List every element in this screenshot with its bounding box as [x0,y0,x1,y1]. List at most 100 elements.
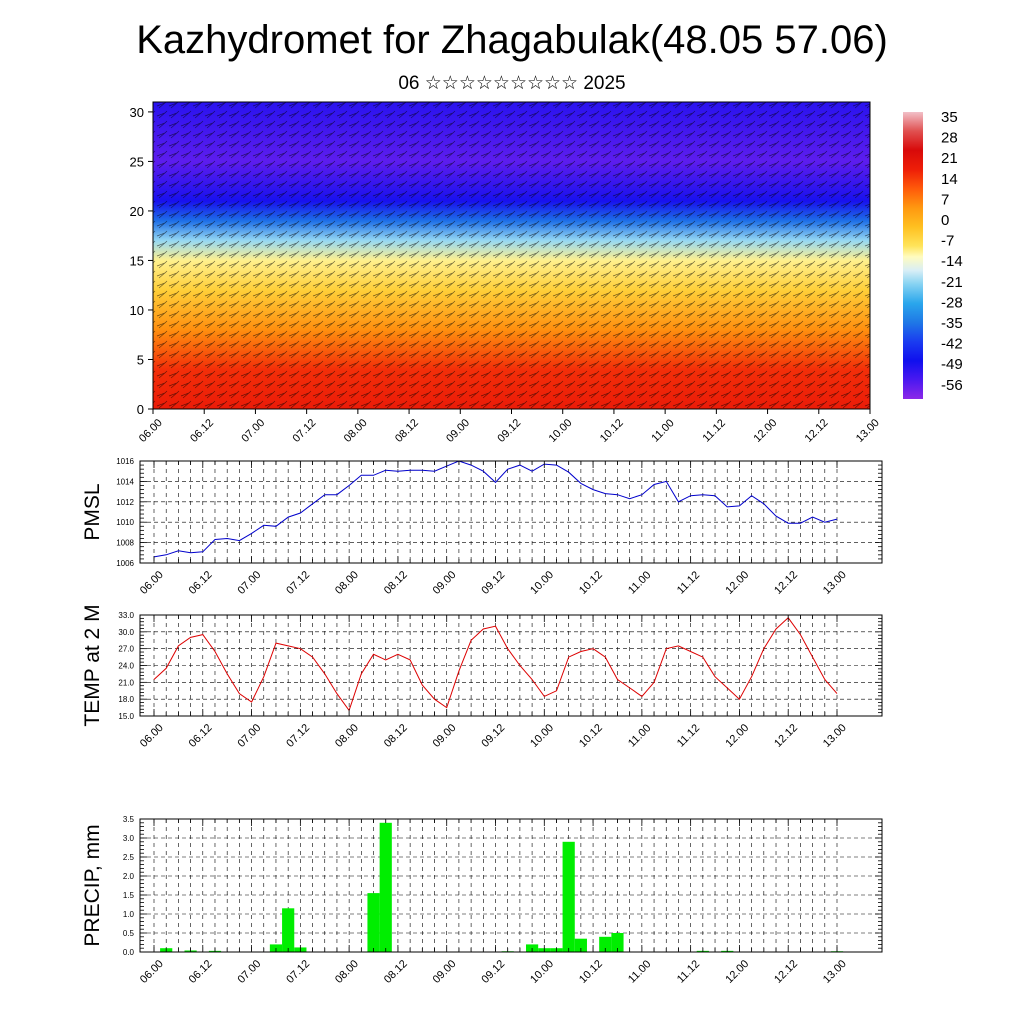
pmsl-line [153,460,838,558]
heatmap-x-tick-label: 09.00 [444,417,472,445]
x-tick-label: 12.00 [723,958,751,986]
heatmap-y-tick-label: 10 [130,303,144,318]
precip-y-tick-label: 0.5 [123,929,135,938]
precip-y-tick-label: 1.5 [123,891,135,900]
x-tick-label: 08.12 [382,722,410,750]
heatmap-x-tick-label: 13.00 [854,417,882,445]
heatmap-x-tick-label: 11.00 [649,417,676,444]
heatmap-x-tick-label: 07.12 [291,417,319,445]
x-tick-label: 06.12 [187,722,215,750]
colorbar-gradient [903,112,923,399]
x-tick-label: 06.00 [138,958,166,986]
precip-y-tick-label: 2.5 [123,853,135,862]
precip-y-tick-label: 0.0 [123,948,135,957]
precip-axis-label: PRECIP, mm [81,824,104,946]
x-tick-label: 10.12 [577,958,605,986]
x-tick-label: 08.12 [382,958,410,986]
pmsl-y-tick-label: 1006 [116,559,134,568]
heatmap-x-tick-label: 12.00 [751,417,779,445]
x-tick-label: 08.00 [333,569,361,597]
x-tick-label: 06.12 [187,958,215,986]
wind-barbs-overlay [153,102,870,409]
x-tick-label: 11.00 [626,722,653,749]
colorbar-label: -42 [941,336,963,353]
heatmap-y-tick-label: 30 [130,105,144,120]
x-tick-label: 08.00 [333,722,361,750]
x-tick-label: 09.00 [431,722,459,750]
precip-y-tick-label: 1.0 [123,910,135,919]
x-tick-label: 09.00 [431,569,459,597]
pmsl-axis-label: PMSL [81,483,104,540]
temp-axis-label: TEMP at 2 M [81,604,104,726]
heatmap-y-axis: 0 5 10 15 20 25 30 [130,105,153,417]
x-tick-label: 13.00 [821,569,849,597]
temp-2m-line [153,617,838,712]
pmsl-y-tick-label: 1008 [116,539,134,548]
x-tick-label: 11.12 [675,569,702,596]
x-tick-label: 12.12 [772,958,800,986]
heatmap-x-tick-label: 11.12 [701,417,728,444]
precip-bar [562,841,575,952]
temp-2m-y-tick-label: 18.0 [118,695,134,704]
temp-2m-y-tick-label: 27.0 [118,645,134,654]
x-tick-label: 07.12 [284,569,312,597]
heatmap-x-axis: 06.00 06.12 07.00 07.12 08.00 08.12 09.00 09.12… [137,409,882,445]
precip-frame [139,818,883,953]
x-tick-label: 07.00 [235,722,263,750]
pmsl-y-tick-label: 1014 [116,477,134,486]
x-tick-label: 12.00 [723,722,751,750]
heatmap-x-tick-label: 06.00 [137,417,165,445]
x-tick-label: 10.00 [528,722,556,750]
x-tick-label: 10.12 [577,722,605,750]
pmsl-plot-area: 1006 1008 1010 1012 1014 1016 06.00 06.12 07.00 0… [116,457,883,597]
temp-2m-y-tick-label: 15.0 [118,712,134,721]
x-tick-label: 12.12 [772,722,800,750]
x-tick-label: 09.00 [431,958,459,986]
temp-2m-y-tick-label: 30.0 [118,628,134,637]
temp-plot-area: 15.0 18.0 21.0 24.0 27.0 30.0 33.0 06.00 06.12 07… [118,611,883,750]
x-tick-label: 06.12 [187,569,215,597]
pmsl-y-tick-label: 1016 [116,457,134,466]
temp-2m-y-tick-label: 24.0 [118,662,134,671]
precip-panel: PRECIP, mm 0.0 0.5 1.0 1.5 2.0 2.5 3.0 3.5 06.00… [81,815,883,986]
precip-bar [599,936,612,952]
heatmap-y-tick-label: 0 [137,402,144,417]
precip-bar [379,822,392,952]
heatmap-x-tick-label: 10.00 [547,417,575,445]
pmsl-panel: PMSL 1006 1008 1010 1012 1014 1016 06.00 06.12 0… [81,457,883,597]
colorbar-label: 21 [941,150,958,167]
colorbar-label: -21 [941,274,963,291]
colorbar-label: -49 [941,356,963,373]
x-tick-label: 13.00 [821,722,849,750]
pmsl-frame [139,460,883,564]
temp-panel: TEMP at 2 M 15.0 18.0 21.0 24.0 27.0 30.0 33.0… [81,604,883,750]
precip-bar [367,893,380,952]
x-tick-label: 11.12 [675,958,702,985]
colorbar-label: -56 [941,377,963,394]
precip-bar [282,908,295,952]
pmsl-y-tick-label: 1010 [116,518,134,527]
colorbar-label: 0 [941,212,949,229]
colorbar-label: -14 [941,253,963,270]
colorbar-label: 7 [941,191,949,208]
x-tick-label: 09.12 [479,958,507,986]
x-tick-label: 10.12 [577,569,605,597]
precip-bar [611,933,624,952]
heatmap-y-tick-label: 25 [130,154,144,169]
x-tick-label: 06.00 [138,722,166,750]
x-tick-label: 09.12 [479,722,507,750]
x-tick-label: 12.00 [723,569,751,597]
heatmap-y-tick-label: 5 [137,352,144,367]
colorbar-label: 35 [941,109,958,126]
heatmap-x-tick-label: 08.00 [342,417,370,445]
temp-2m-y-tick-label: 33.0 [118,611,134,620]
precip-bar [574,938,587,952]
x-tick-label: 11.12 [675,722,702,749]
x-tick-label: 08.00 [333,958,361,986]
colorbar-label: 14 [941,171,958,188]
colorbar-labels: 35 28 21 14 7 0 -7 -14 -21 -28 -35 -42 -49 -56 [941,109,963,394]
temp-2m-y-tick-label: 21.0 [118,678,134,687]
x-tick-label: 07.00 [235,569,263,597]
page-subtitle: 06 ☆☆☆☆☆☆☆☆☆ 2025 [398,73,626,94]
temperature-cross-section-panel: 0 5 10 15 20 25 30 06.00 06.12 07.00 07.12 08.00 08… [130,101,882,445]
